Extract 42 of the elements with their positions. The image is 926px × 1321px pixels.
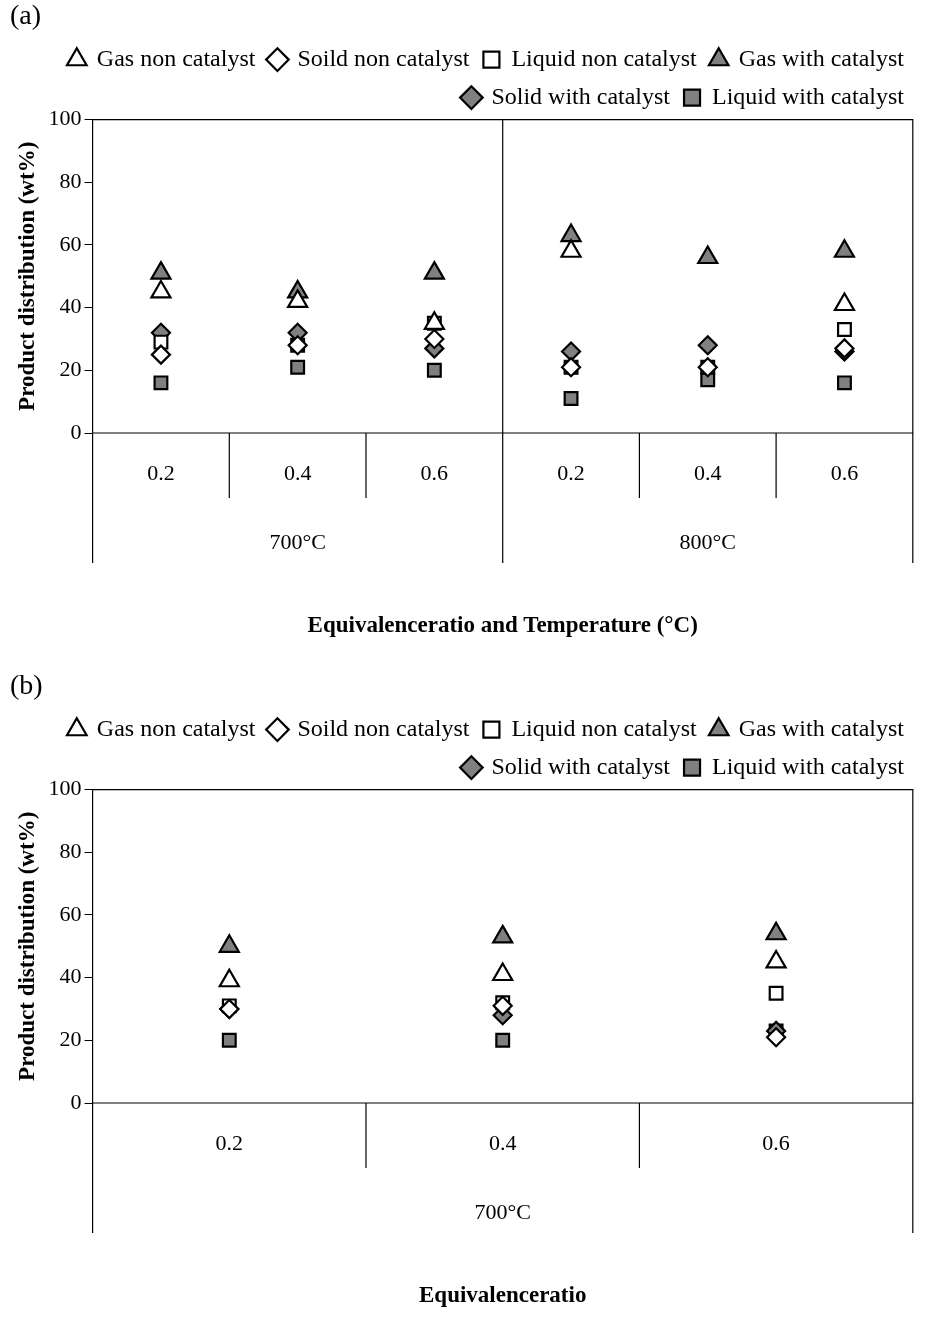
y-tick-label: 40 [59, 963, 82, 989]
y-tick-label: 80 [59, 838, 82, 864]
legend-label: Liquid with catalyst [712, 752, 905, 779]
chart-title: (a) [10, 0, 42, 31]
legend-label: Soild non catalyst [297, 714, 470, 741]
legend-label: Solid with catalyst [491, 82, 671, 109]
x-tick-label: 0.6 [830, 459, 859, 485]
y-tick-label: 0 [70, 1088, 82, 1114]
y-tick-label: 20 [59, 356, 82, 382]
legend-label: Gas non catalyst [96, 714, 256, 741]
y-tick-label: 40 [59, 293, 82, 319]
text: 800°C [679, 528, 736, 554]
x-tick-label: 0.6 [420, 459, 449, 485]
legend-label: Soild non catalyst [297, 44, 470, 71]
x-tick-label: 0.4 [694, 459, 722, 485]
chart-title: (b) [10, 669, 43, 701]
x-tick-label: 0.4 [283, 459, 312, 485]
y-tick-label: 60 [59, 230, 82, 256]
legend-label: Solid with catalyst [491, 752, 671, 779]
y-tick-label: 0 [70, 418, 82, 444]
y-tick-label: 60 [59, 900, 82, 926]
legend-label: Liquid non catalyst [511, 44, 698, 71]
x-axis-title: Equivalenceratio [419, 1282, 587, 1308]
legend-label: Gas with catalyst [738, 44, 905, 71]
y-tick-label: 20 [59, 1026, 82, 1052]
legend-label: Liquid non catalyst [511, 714, 698, 741]
x-tick-label: 0.2 [557, 459, 585, 485]
x-tick-label: 0.2 [215, 1129, 244, 1155]
y-axis-title: Product distribution (wt%) [13, 141, 39, 411]
legend-label: Liquid with catalyst [712, 82, 905, 109]
legend-label: Gas non catalyst [96, 44, 256, 71]
y-axis-title: Product distribution (wt%) [13, 811, 39, 1081]
y-tick-label: 100 [48, 775, 82, 801]
y-tick-label: 100 [48, 105, 82, 131]
x-axis-title: Equivalenceratio and Temperature (°C) [307, 612, 698, 638]
text: 700°C [269, 528, 326, 554]
x-tick-label: 0.4 [488, 1129, 517, 1155]
legend-label: Gas with catalyst [738, 714, 905, 741]
x-tick-label: 0.6 [762, 1129, 790, 1155]
y-tick-label: 80 [59, 168, 82, 194]
x-tick-label: 0.2 [147, 459, 175, 485]
text: 700°C [474, 1198, 531, 1224]
